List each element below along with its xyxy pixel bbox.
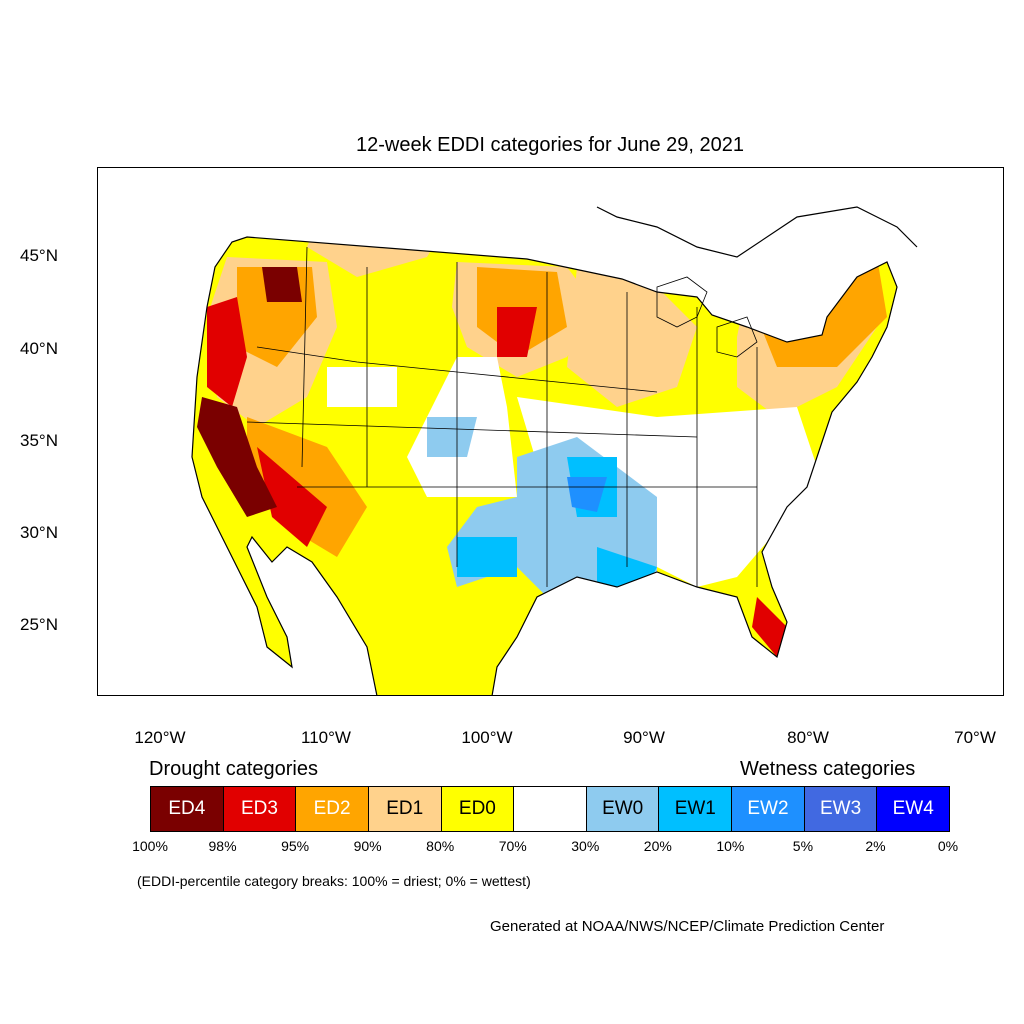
credit-line: Generated at NOAA/NWS/NCEP/Climate Predi… <box>490 918 885 935</box>
lon-label-80w: 80°W <box>787 728 829 747</box>
legend-box-ew0: EW0 <box>586 787 660 831</box>
legend-break-label: 30% <box>571 838 600 854</box>
legend-break-label: 2% <box>865 838 886 854</box>
lon-label-90w: 90°W <box>623 728 665 747</box>
eddi-map <box>97 167 1004 697</box>
legend-box-ew4: EW4 <box>877 787 950 831</box>
lat-label-45: 45°N <box>20 246 58 265</box>
lon-label-100w: 100°W <box>461 728 513 747</box>
lat-label-25: 25°N <box>20 615 58 634</box>
lon-label-70w: 70°W <box>954 728 996 747</box>
legend-box-ew3: EW3 <box>804 787 878 831</box>
legend-break-label: 100% <box>132 838 168 854</box>
wetness-categories-heading: Wetness categories <box>740 758 916 780</box>
legend-break-label: 20% <box>643 838 672 854</box>
legend-break-label: 90% <box>353 838 382 854</box>
map-title: 12-week EDDI categories for June 29, 202… <box>356 134 744 156</box>
legend-break-label: 95% <box>281 838 310 854</box>
legend-box-ew2: EW2 <box>732 787 805 831</box>
lat-label-35: 35°N <box>20 431 58 450</box>
legend-break-label: 70% <box>498 838 527 854</box>
lat-label-40: 40°N <box>20 339 58 358</box>
lat-label-30: 30°N <box>20 523 58 542</box>
drought-categories-heading: Drought categories <box>149 758 318 780</box>
legend-color-bar: ED4 ED3 ED2 ED1 ED0 EW0 EW1 EW2 EW3 EW4 <box>150 786 950 832</box>
legend-break-label: 0% <box>937 838 959 854</box>
lon-label-120w: 120°W <box>134 728 186 747</box>
legend-box-neutral <box>514 787 587 831</box>
legend-break-label: 10% <box>716 838 745 854</box>
legend-box-ew1: EW1 <box>659 787 733 831</box>
legend-break-label: 80% <box>426 838 455 854</box>
legend-box-ed1: ED1 <box>368 787 442 831</box>
legend-box-ed2: ED2 <box>296 787 369 831</box>
lon-label-110w: 110°W <box>301 728 351 747</box>
legend-break-label: 5% <box>792 838 814 854</box>
category-note: (EDDI-percentile category breaks: 100% =… <box>137 873 531 889</box>
map-panel <box>97 167 1004 697</box>
legend-box-ed3: ED3 <box>223 787 297 831</box>
legend-box-ed4: ED4 <box>151 787 224 831</box>
legend-break-label: 98% <box>208 838 237 854</box>
legend-box-ed0: ED0 <box>441 787 515 831</box>
